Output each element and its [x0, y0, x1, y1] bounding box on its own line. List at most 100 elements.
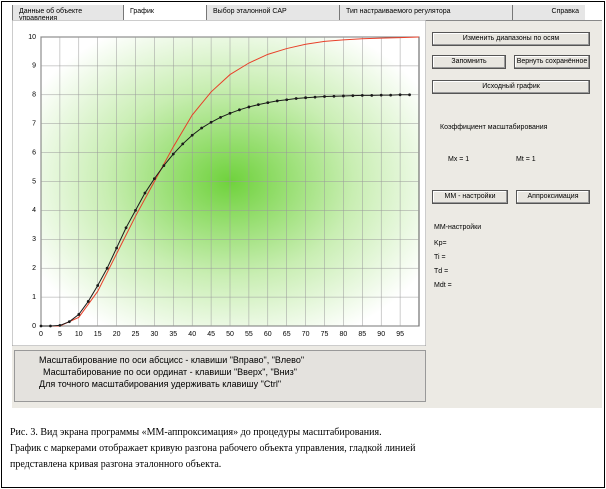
label: Mt = 1 — [516, 156, 536, 163]
x-tick-label: 70 — [302, 331, 310, 338]
button[interactable]: Исходный график — [432, 80, 590, 94]
label: Mdt = — [434, 282, 452, 289]
marker — [275, 99, 279, 103]
marker — [379, 93, 383, 97]
marker — [105, 266, 109, 270]
marker — [77, 313, 81, 316]
tab[interactable]: Тип настраиваемого регулятора — [339, 5, 512, 20]
label: Td = — [434, 268, 449, 275]
y-tick-label: 10 — [28, 34, 36, 41]
y-tick-label: 4 — [32, 207, 36, 214]
instructions-panel: Масштабирование по оси абсцисс - клавиши… — [14, 350, 426, 402]
marker — [228, 111, 232, 115]
marker — [247, 105, 251, 109]
marker — [342, 94, 345, 98]
marker — [370, 93, 374, 97]
marker — [294, 97, 298, 100]
marker — [67, 320, 71, 324]
x-tick-label: 35 — [169, 331, 177, 338]
caption-line: График с маркерами отображает кривую раз… — [10, 443, 416, 454]
button[interactable]: ММ - настройки — [432, 190, 508, 204]
tab[interactable]: График — [123, 5, 206, 20]
marker — [190, 133, 194, 137]
instruction: Масштабирование по оси ординат - клавиши… — [43, 367, 297, 377]
y-tick-label: 0 — [32, 323, 36, 330]
marker — [181, 142, 185, 146]
caption-line: Рис. 3. Вид экрана программы «ММ-аппрокс… — [10, 427, 382, 438]
x-tick-label: 0 — [39, 331, 43, 338]
tab[interactable]: Справка — [512, 5, 585, 20]
y-tick-label: 6 — [32, 149, 36, 156]
x-tick-label: 40 — [188, 331, 196, 338]
marker — [115, 246, 118, 250]
marker — [285, 98, 289, 102]
instruction: Масштабирование по оси абсцисс - клавиши… — [39, 355, 305, 365]
marker — [49, 324, 52, 328]
marker — [162, 164, 166, 168]
x-tick-label: 55 — [245, 331, 253, 338]
x-tick-label: 95 — [396, 331, 404, 338]
x-tick-label: 25 — [132, 331, 140, 338]
button[interactable]: Вернуть сохранённое — [514, 55, 590, 69]
y-tick-label: 1 — [32, 294, 36, 301]
marker — [323, 95, 326, 98]
marker — [219, 115, 222, 119]
x-tick-label: 65 — [283, 331, 291, 338]
tab-bar: Данные об объекте управления График Выбо… — [12, 5, 602, 22]
x-tick-label: 10 — [75, 331, 83, 338]
marker — [238, 108, 241, 112]
marker — [408, 93, 411, 97]
x-tick-label: 45 — [207, 331, 215, 338]
marker — [256, 103, 260, 107]
series-line — [41, 36, 420, 327]
x-tick-label: 80 — [340, 331, 348, 338]
tab[interactable]: Данные об объекте управления — [12, 5, 123, 22]
x-tick-label: 15 — [94, 331, 102, 338]
marker — [332, 94, 336, 98]
x-tick-label: 30 — [151, 331, 159, 338]
marker — [200, 126, 204, 130]
button[interactable]: Запомнить — [432, 55, 506, 69]
y-tick-label: 5 — [32, 178, 36, 185]
y-tick-label: 3 — [32, 236, 36, 243]
marker — [351, 94, 355, 98]
tab[interactable]: Выбор эталонной САР — [206, 5, 339, 20]
button[interactable]: Аппроксимация — [516, 190, 590, 204]
label: Mx = 1 — [448, 156, 470, 163]
marker — [398, 93, 402, 97]
marker — [143, 191, 147, 195]
label: Kp= — [434, 240, 447, 247]
marker — [209, 120, 213, 124]
marker — [304, 96, 307, 100]
caption-line: представлена кривая разгона эталонного о… — [10, 459, 222, 470]
series-line — [41, 94, 410, 327]
marker — [153, 177, 156, 181]
marker — [96, 284, 100, 287]
marker — [86, 300, 90, 303]
label: ММ-настройки — [434, 224, 482, 231]
x-tick-label: 60 — [264, 331, 272, 338]
marker — [171, 152, 175, 156]
marker — [58, 324, 62, 327]
button[interactable]: Изменить диапазоны по осям — [432, 32, 590, 46]
instruction: Для точного масштабирования удерживать к… — [39, 379, 282, 389]
marker — [389, 93, 393, 97]
label: Ti = — [434, 254, 446, 261]
caption: Рис. 3. Вид экрана программы «ММ-аппрокс… — [10, 425, 590, 473]
marker — [313, 95, 317, 99]
label: Коэффициент масштабирования — [440, 124, 548, 131]
x-tick-label: 85 — [358, 331, 366, 338]
y-tick-label: 7 — [32, 121, 36, 128]
marker — [134, 209, 137, 212]
y-tick-label: 2 — [32, 265, 36, 272]
x-tick-label: 90 — [377, 331, 385, 338]
x-tick-label: 75 — [321, 331, 329, 338]
x-tick-label: 50 — [226, 331, 234, 338]
marker — [39, 324, 43, 328]
y-tick-label: 8 — [32, 92, 36, 99]
marker — [124, 226, 128, 230]
marker — [266, 101, 270, 105]
